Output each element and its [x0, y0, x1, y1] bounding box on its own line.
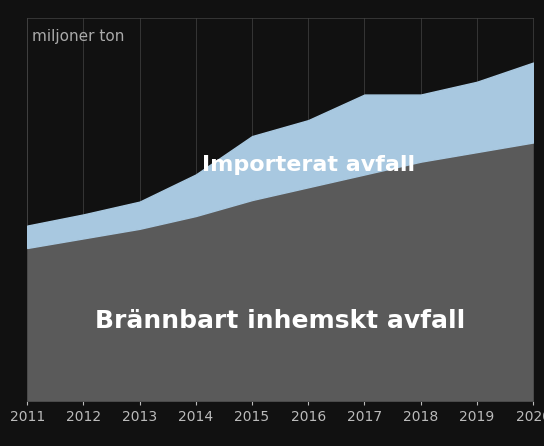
Text: Brännbart inhemskt avfall: Brännbart inhemskt avfall [95, 310, 465, 334]
Text: miljoner ton: miljoner ton [32, 29, 125, 44]
Text: Importerat avfall: Importerat avfall [202, 155, 415, 175]
